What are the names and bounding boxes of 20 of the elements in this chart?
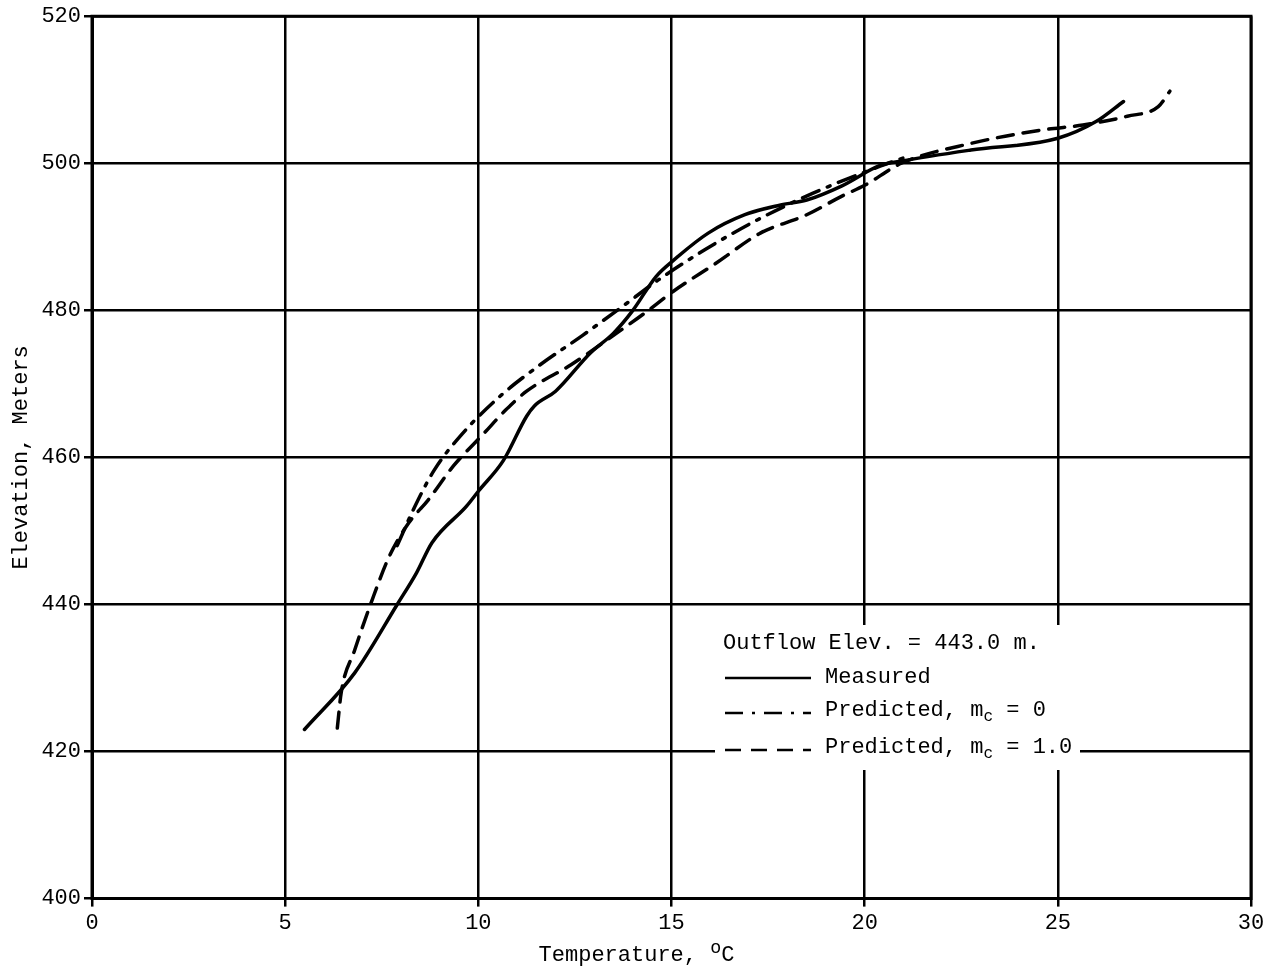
- x-tick-label: 30: [1237, 910, 1265, 936]
- x-tick-label: 10: [465, 910, 492, 936]
- y-tick-label: 420: [41, 739, 82, 765]
- x-tick-label: 25: [1044, 910, 1072, 936]
- y-tick-label: 500: [41, 151, 82, 177]
- legend-label: Measured: [825, 663, 931, 692]
- y-axis-title: Elevation, Meters: [9, 345, 35, 570]
- legend-title: Outflow Elev. = 443.0 m.: [723, 630, 1041, 658]
- y-tick-label: 520: [41, 4, 82, 30]
- x-tick-label: 20: [851, 910, 878, 936]
- x-tick-label: 0: [85, 910, 99, 936]
- x-tick-label: 5: [278, 910, 292, 936]
- x-tick-label: 15: [658, 910, 685, 936]
- y-tick-label: 460: [41, 445, 82, 471]
- x-axis-title: Temperature, $^{o}$C: [537, 938, 736, 969]
- legend-label: Predicted, m$_{c}$ = 1.0: [825, 734, 1073, 766]
- legend-label: Predicted, m$_{c}$ = 0: [825, 697, 1046, 729]
- y-tick-label: 400: [41, 886, 82, 912]
- y-tick-label: 440: [41, 592, 82, 618]
- y-tick-label: 480: [41, 298, 82, 324]
